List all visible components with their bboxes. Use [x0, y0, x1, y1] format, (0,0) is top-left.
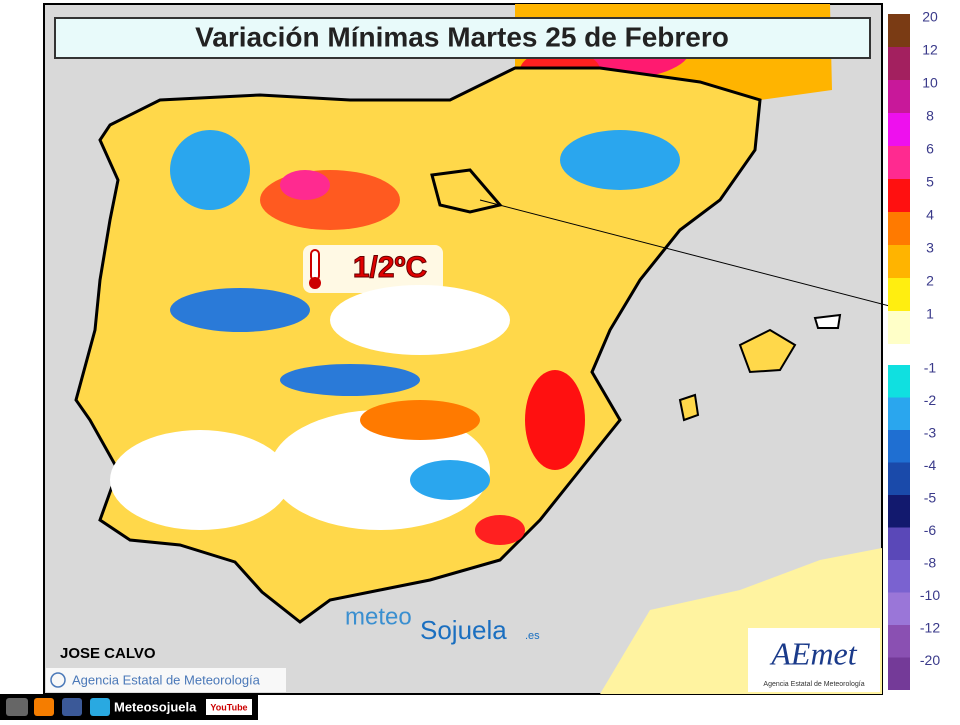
watermark-name: Sojuela	[420, 615, 507, 645]
legend-swatch	[888, 560, 910, 593]
legend-label: 20	[922, 9, 938, 25]
legend-swatch	[888, 146, 910, 179]
neutral-area	[270, 410, 490, 530]
legend-swatch	[888, 397, 910, 430]
legend-label: 2	[926, 273, 934, 289]
logo-name: AEmet	[769, 635, 857, 671]
legend-swatch	[888, 462, 910, 495]
legend-label: -1	[924, 360, 937, 376]
legend-swatch	[888, 179, 910, 212]
legend-label: 5	[926, 174, 934, 190]
cold-area	[170, 130, 250, 210]
mallorca	[738, 328, 797, 374]
youtube-box[interactable]	[206, 699, 252, 715]
copyright-icon	[50, 672, 66, 688]
author: JOSE CALVO	[60, 645, 156, 662]
legend-swatch	[888, 311, 910, 344]
copyright: Agencia Estatal de Meteorología	[72, 672, 261, 687]
legend-label: -12	[920, 620, 940, 636]
legend-swatch	[888, 365, 910, 398]
annotation: 1/2ºC	[353, 251, 427, 284]
footer-youtube: YouTube	[210, 702, 247, 712]
legend-swatch	[888, 80, 910, 113]
legend-swatch	[888, 625, 910, 658]
annotation-box	[303, 245, 443, 293]
legend-label: -4	[924, 457, 937, 473]
legend-label: -6	[924, 522, 937, 538]
neutral-area	[330, 285, 510, 355]
legend-label: -8	[924, 555, 937, 571]
title: Variación Mínimas Martes 25 de Febrero	[195, 21, 729, 52]
neutral-area	[110, 430, 290, 530]
legend-swatch	[888, 113, 910, 146]
legend-label: -2	[924, 392, 937, 408]
legend-label: 12	[922, 42, 938, 58]
thermometer-bulb	[309, 277, 321, 289]
legend-label: 4	[926, 207, 934, 223]
watermark-prefix: meteo	[345, 603, 412, 630]
warm-area	[475, 515, 525, 545]
footer-site: Meteosojuela	[114, 699, 197, 714]
blogger-icon[interactable]	[34, 698, 54, 716]
thermometer	[310, 249, 320, 281]
legend-label: 8	[926, 108, 934, 124]
legend-swatch	[888, 495, 910, 528]
logo-box	[748, 628, 880, 692]
ibiza	[678, 393, 700, 422]
legend-label: 1	[926, 306, 934, 322]
legend-label: 6	[926, 141, 934, 157]
color-legend: 20 12 10 8 6 5 4 3 2 1 -1 -2 -3 -4 -5 -6 -8 -10 -12 -20	[888, 9, 940, 690]
warm-area	[525, 370, 585, 470]
legend-label: -3	[924, 425, 937, 441]
legend-label: -10	[920, 587, 940, 603]
pointer-line	[479, 199, 906, 311]
legend-label: 10	[922, 75, 938, 91]
copyright-box	[46, 668, 286, 692]
title-box	[54, 17, 871, 59]
anomaly-fields	[110, 130, 680, 545]
warm-area	[360, 400, 480, 440]
legend-swatch	[888, 278, 910, 311]
cold-area	[170, 288, 310, 332]
facebook-icon[interactable]	[62, 698, 82, 716]
menorca	[813, 313, 842, 329]
cold-area	[410, 460, 490, 500]
warm-area	[280, 170, 330, 200]
watermark-suffix: .es	[525, 630, 540, 642]
legend-swatch	[888, 212, 910, 245]
legend-swatch	[888, 430, 910, 463]
legend-swatch	[888, 527, 910, 560]
warm-area	[260, 170, 400, 230]
cold-area	[560, 130, 680, 190]
legend-swatch	[888, 14, 910, 47]
legend-swatch	[888, 47, 910, 80]
legend-label: -20	[920, 652, 940, 668]
twitter-icon[interactable]	[90, 698, 110, 716]
cold-area	[280, 364, 420, 396]
la-rioja-outline	[430, 168, 503, 214]
legend-swatch	[888, 657, 910, 690]
logo-subtitle: Agencia Estatal de Meteorología	[763, 681, 864, 688]
instagram-icon[interactable]	[6, 698, 28, 716]
legend-label: -5	[924, 490, 937, 506]
legend-label: 3	[926, 240, 934, 256]
legend-swatch	[888, 245, 910, 278]
legend-swatch	[888, 592, 910, 625]
